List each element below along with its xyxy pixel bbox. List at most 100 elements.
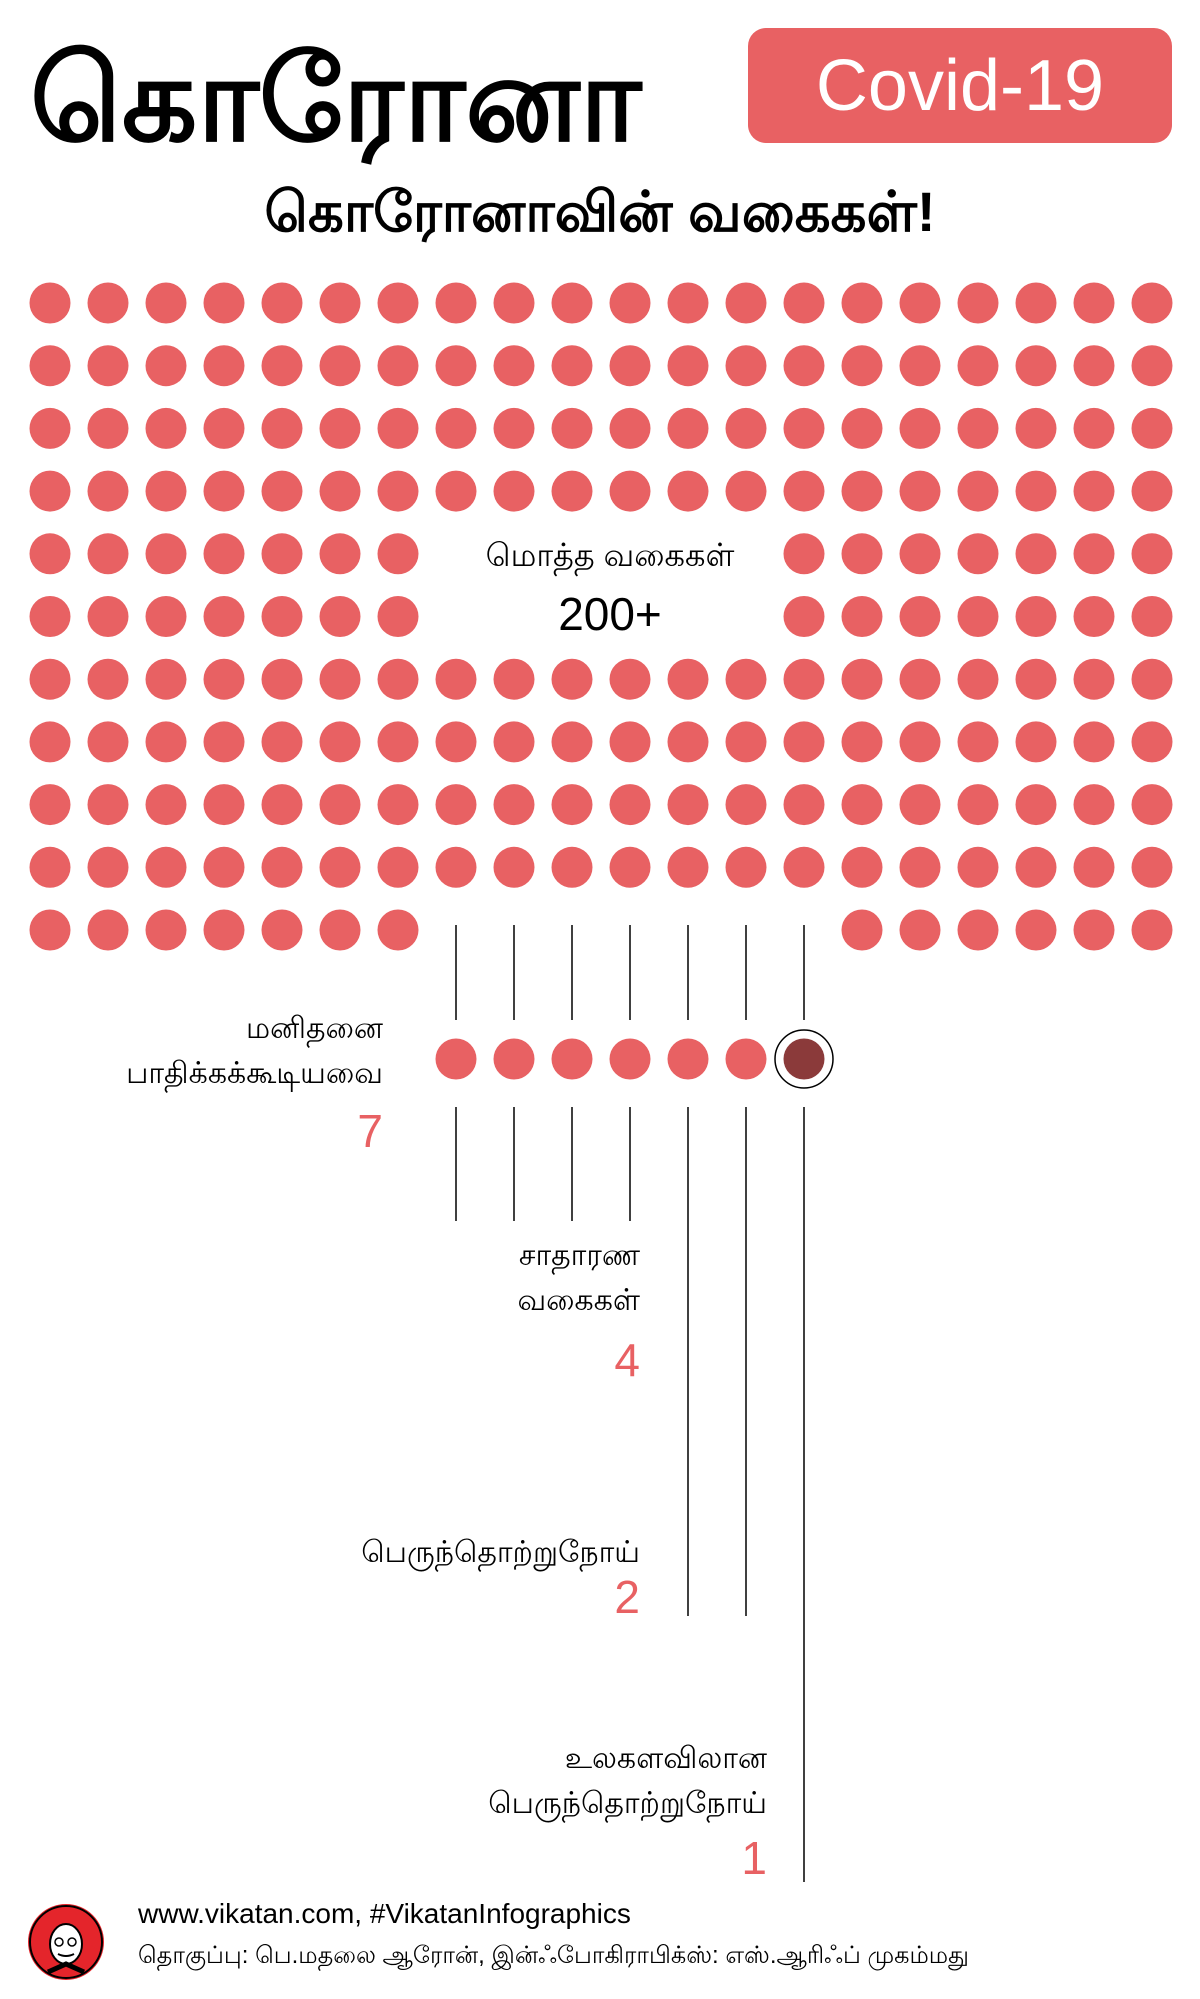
variant-dot [725,846,767,888]
variant-dot [203,407,245,449]
label-line: பெருந்தொற்றுநோய் [361,1536,640,1569]
variant-dot [783,345,825,387]
variant-dot [145,721,187,763]
variant-dot [841,533,883,575]
variant-dot [1131,596,1173,637]
total-value: 200+ [558,588,662,640]
human-variant-dot [493,1038,535,1080]
variant-dot [957,658,999,700]
variant-dot [435,407,477,449]
variant-dot [551,282,593,324]
variant-dot [899,345,941,387]
variant-dot [145,533,187,575]
variant-dot [899,533,941,575]
variant-dot [1131,345,1173,387]
variant-dot [261,533,303,575]
label-line: வகைகள் [517,1284,640,1317]
variant-dot [377,784,419,826]
variant-dot [609,282,651,324]
variant-dot [87,596,129,637]
variant-dot [1073,407,1115,449]
variant-dot [1073,533,1115,575]
variant-dot [1131,533,1173,575]
variant-dot [319,909,361,951]
variant-dot [899,721,941,763]
footer-url[interactable]: www.vikatan.com, #VikatanInfographics [138,1898,631,1929]
variant-dot [783,721,825,763]
variant-dot [319,345,361,387]
variant-dot [261,784,303,826]
variant-dot [841,784,883,826]
variant-dot [725,282,767,324]
variant-dot [203,909,245,951]
variant-dot [899,784,941,826]
variant-dot [87,658,129,700]
variant-dot [261,596,303,637]
variant-dot [841,596,883,637]
variant-dot [667,846,709,888]
variant-dot [29,345,71,387]
variant-dot [1015,658,1057,700]
variant-dot [29,282,71,324]
vikatan-logo-icon [28,1904,104,1980]
category-epidemic-label: பெருந்தொற்றுநோய் [361,1530,640,1575]
variant-dot [261,846,303,888]
variant-dot [1015,407,1057,449]
variant-dot [957,345,999,387]
variant-dot [319,596,361,637]
variant-dot [435,658,477,700]
variant-dot [551,470,593,512]
variant-dot [899,596,941,637]
variant-dot [319,784,361,826]
variant-dot [145,407,187,449]
variant-dot [203,784,245,826]
variant-dot [1131,470,1173,512]
variant-dot [1073,846,1115,888]
variant-dot [87,784,129,826]
variant-dot [319,533,361,575]
pandemic-dot [783,1038,825,1080]
variant-dot [1015,784,1057,826]
variant-dot [1015,345,1057,387]
variant-dot [1131,282,1173,324]
variant-dot [29,470,71,512]
category-human-count: 7 [357,1105,383,1157]
category-human-label: மனிதனை பாதிக்கக்கூடியவை [126,1006,383,1096]
variant-dot [377,596,419,637]
variant-dot [957,407,999,449]
variant-dot [783,846,825,888]
variant-dot [783,407,825,449]
human-variant-dot [667,1038,709,1080]
variant-dot [1131,658,1173,700]
variant-dot [1131,846,1173,888]
variant-dot [841,345,883,387]
variant-dot [377,846,419,888]
variant-dot [377,345,419,387]
variant-dot [899,658,941,700]
variant-dot [957,784,999,826]
variant-dot [203,345,245,387]
variant-dot [319,658,361,700]
variant-dot [87,533,129,575]
variant-dot [957,282,999,324]
variant-dot [667,721,709,763]
variant-dot [377,470,419,512]
variant-dot [1015,470,1057,512]
variant-dot [609,784,651,826]
variant-dot [377,407,419,449]
variant-dot [667,407,709,449]
variant-dot [1073,721,1115,763]
variant-dot [493,470,535,512]
variant-dot [841,909,883,951]
category-common-label: சாதாரண வகைகள் [517,1233,640,1323]
variant-dot [1073,596,1115,637]
human-variant-dot [609,1038,651,1080]
variant-dot [377,533,419,575]
variant-dot [493,282,535,324]
page-subtitle: கொரோனாவின் வகைகள்! [264,180,936,243]
variant-dot [667,345,709,387]
variant-dot [435,784,477,826]
variant-dot [725,721,767,763]
variant-dot [435,846,477,888]
category-pandemic-label: உலகளவிலான பெருந்தொற்றுநோய் [488,1736,767,1826]
